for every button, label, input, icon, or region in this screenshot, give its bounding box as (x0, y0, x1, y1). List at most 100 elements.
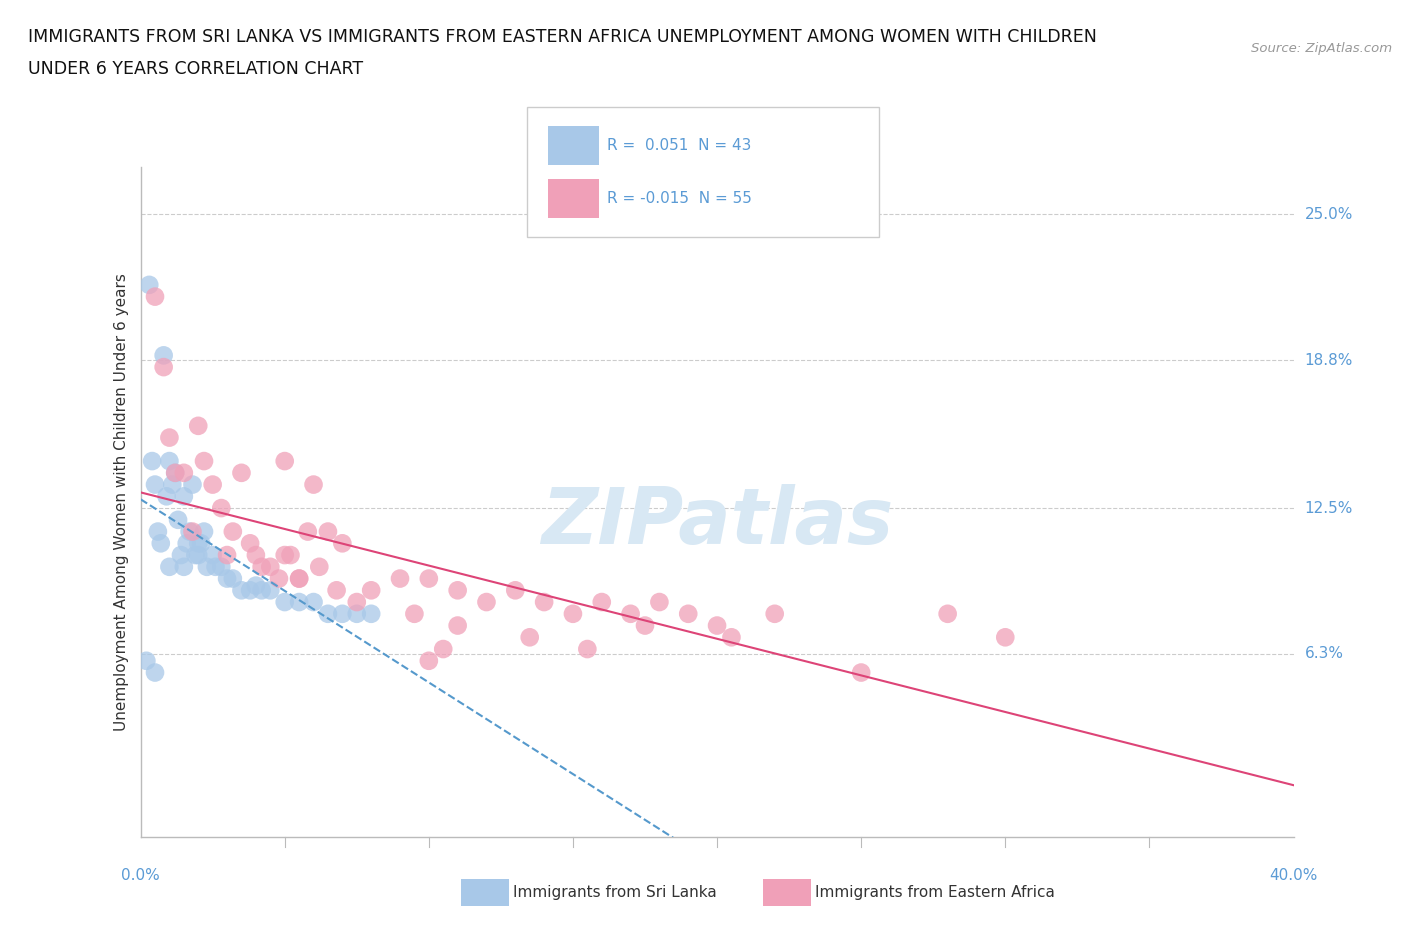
Point (332, 536, 354, 551)
Point (634, 618, 657, 633)
Point (619, 606, 641, 621)
Point (162, 477, 184, 492)
Point (302, 594, 325, 609)
Point (159, 454, 180, 469)
Point (173, 465, 195, 480)
Point (217, 571, 239, 586)
Point (332, 606, 354, 621)
Point (302, 477, 325, 492)
Point (146, 525, 169, 539)
Point (239, 583, 262, 598)
Point (141, 454, 163, 469)
Point (152, 348, 174, 363)
Point (138, 277, 160, 292)
Point (288, 594, 311, 609)
Point (308, 559, 330, 574)
Point (209, 559, 232, 574)
Point (678, 606, 700, 621)
Point (994, 630, 1017, 644)
Point (159, 559, 180, 574)
Point (195, 559, 218, 574)
Point (209, 500, 232, 515)
Point (346, 606, 368, 621)
Text: R =  0.051  N = 43: R = 0.051 N = 43 (607, 138, 752, 153)
Text: 6.3%: 6.3% (1305, 646, 1344, 661)
Point (297, 525, 319, 539)
Point (187, 548, 209, 563)
Point (201, 477, 224, 492)
Point (447, 618, 470, 633)
Point (190, 536, 212, 551)
Point (706, 618, 728, 633)
Point (533, 594, 555, 609)
Point (274, 454, 297, 469)
Point (418, 571, 440, 586)
Point (648, 594, 671, 609)
Point (143, 289, 166, 304)
Point (184, 548, 207, 563)
Text: 0.0%: 0.0% (121, 868, 160, 883)
Point (187, 418, 209, 433)
Point (170, 548, 193, 563)
Point (165, 465, 187, 480)
Text: 40.0%: 40.0% (1270, 868, 1317, 883)
Point (173, 489, 195, 504)
Point (217, 548, 239, 563)
Point (179, 525, 201, 539)
Text: 25.0%: 25.0% (1305, 206, 1353, 222)
Text: Source: ZipAtlas.com: Source: ZipAtlas.com (1251, 42, 1392, 55)
Text: Immigrants from Sri Lanka: Immigrants from Sri Lanka (513, 885, 717, 900)
Point (360, 583, 382, 598)
Point (152, 360, 174, 375)
Text: IMMIGRANTS FROM SRI LANKA VS IMMIGRANTS FROM EASTERN AFRICA UNEMPLOYMENT AMONG W: IMMIGRANTS FROM SRI LANKA VS IMMIGRANTS … (28, 28, 1097, 46)
Point (245, 548, 267, 563)
Point (239, 536, 262, 551)
Text: UNDER 6 YEARS CORRELATION CHART: UNDER 6 YEARS CORRELATION CHART (28, 60, 363, 78)
Point (173, 559, 195, 574)
Point (288, 571, 311, 586)
Point (201, 548, 224, 563)
Point (519, 630, 541, 644)
Text: 18.8%: 18.8% (1305, 352, 1353, 367)
Point (259, 559, 281, 574)
Point (325, 583, 347, 598)
Point (360, 606, 382, 621)
Point (245, 578, 267, 593)
Point (159, 431, 180, 445)
Point (250, 559, 273, 574)
Point (222, 571, 245, 586)
Point (165, 465, 187, 480)
Point (143, 477, 166, 492)
Point (193, 454, 215, 469)
Point (316, 525, 339, 539)
Point (187, 536, 209, 551)
Text: R = -0.015  N = 55: R = -0.015 N = 55 (607, 191, 752, 206)
Point (288, 571, 311, 586)
Point (316, 606, 339, 621)
Point (849, 665, 872, 680)
Point (562, 606, 585, 621)
Point (231, 583, 253, 598)
Point (149, 536, 172, 551)
Point (576, 642, 599, 657)
Point (447, 583, 470, 598)
Point (274, 594, 297, 609)
Point (231, 465, 253, 480)
Point (418, 654, 440, 669)
Point (404, 606, 426, 621)
Y-axis label: Unemployment Among Women with Children Under 6 years: Unemployment Among Women with Children U… (114, 273, 129, 731)
Point (222, 525, 245, 539)
Point (591, 594, 613, 609)
Point (193, 525, 215, 539)
Point (155, 489, 177, 504)
Point (346, 594, 368, 609)
Point (763, 606, 786, 621)
Text: Immigrants from Eastern Africa: Immigrants from Eastern Africa (815, 885, 1056, 900)
Point (505, 583, 527, 598)
Point (720, 630, 742, 644)
Point (259, 583, 281, 598)
Point (204, 559, 226, 574)
Point (432, 642, 454, 657)
Point (176, 536, 198, 551)
Text: 12.5%: 12.5% (1305, 500, 1353, 515)
